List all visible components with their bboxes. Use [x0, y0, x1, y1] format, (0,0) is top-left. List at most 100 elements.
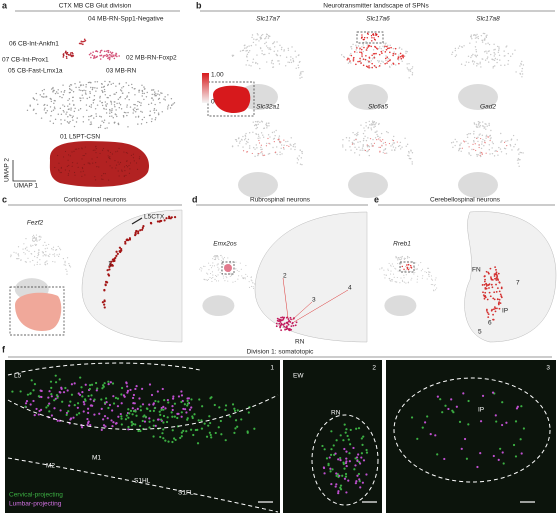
cell-dot: [186, 404, 189, 407]
cell-dot: [132, 112, 134, 114]
cell-dot: [436, 453, 439, 456]
cell-dot: [131, 86, 133, 89]
cell-dot: [48, 390, 51, 393]
cell-dot: [399, 144, 401, 147]
cell-dot: [392, 54, 394, 57]
cell-dot: [483, 280, 486, 283]
cell-dot: [59, 247, 61, 249]
cell-dot: [441, 411, 444, 414]
cell-dot: [289, 143, 291, 145]
cell-dot: [237, 145, 239, 147]
cell-dot: [95, 152, 97, 154]
cell-dot: [82, 410, 85, 413]
cell-dot: [116, 55, 118, 58]
cell-dot: [245, 143, 247, 145]
cell-dot: [393, 51, 395, 53]
cell-dot: [393, 276, 395, 278]
cell-dot: [496, 150, 498, 153]
cell-dot: [369, 138, 372, 140]
cell-dot: [32, 239, 34, 242]
cell-dot: [473, 122, 475, 124]
cell-dot: [156, 390, 159, 393]
cell-dot: [208, 431, 211, 434]
cell-dot: [485, 282, 487, 285]
cell-dot: [167, 94, 169, 96]
cell-dot: [507, 63, 509, 65]
cell-dot: [59, 249, 62, 251]
cell-dot: [71, 162, 74, 164]
cell-dot: [370, 60, 373, 62]
cell-dot: [503, 55, 506, 57]
cell-dot: [368, 44, 371, 47]
cell-dot: [275, 325, 278, 328]
cell-dot: [37, 413, 40, 416]
cell-dot: [180, 394, 184, 397]
cell-dot: [246, 59, 249, 62]
cell-dot: [98, 166, 100, 168]
cell-dot: [495, 290, 498, 293]
cell-dot: [242, 277, 245, 279]
cell-dot: [114, 106, 116, 108]
cell-dot: [522, 64, 525, 66]
cell-dot: [220, 255, 222, 257]
cell-dot: [450, 142, 453, 144]
region-label: S1HL: [134, 478, 151, 485]
cell-dot: [353, 51, 356, 53]
cell-dot: [429, 433, 432, 436]
cell-dot: [103, 107, 105, 110]
cell-dot: [92, 57, 95, 59]
cell-dot: [495, 283, 497, 286]
cell-dot: [45, 406, 48, 409]
cell-dot: [355, 49, 357, 51]
cell-dot: [281, 153, 283, 155]
cell-dot: [244, 137, 247, 139]
cell-dot: [72, 91, 75, 93]
cell-dot: [483, 32, 486, 35]
neuron-dot: [125, 238, 128, 242]
cell-dot: [375, 47, 378, 50]
brain-section: [81, 209, 183, 343]
cell-dot: [253, 287, 255, 289]
cell-dot: [109, 381, 112, 384]
cell-dot: [218, 268, 220, 270]
cell-dot: [284, 65, 287, 67]
cell-dot: [125, 164, 128, 167]
cell-dot: [164, 96, 166, 98]
cell-dot: [500, 286, 503, 289]
cell-dot: [159, 101, 161, 104]
cell-dot: [38, 251, 40, 253]
region-label: 6: [488, 320, 492, 327]
cell-dot: [456, 141, 458, 143]
cell-dot: [203, 422, 206, 425]
cell-dot: [263, 154, 266, 156]
cell-dot: [50, 393, 53, 396]
panel-letter: d: [192, 194, 198, 204]
cell-dot: [382, 61, 384, 63]
cell-dot: [72, 119, 74, 121]
cell-dot: [469, 133, 472, 135]
cell-dot: [62, 156, 65, 158]
cell-dot: [254, 120, 257, 123]
highlight-box: [9, 286, 65, 336]
cell-dot: [103, 88, 106, 91]
cell-dot: [352, 43, 354, 46]
cell-dot: [125, 152, 127, 154]
cell-dot: [295, 56, 297, 58]
neuron-dot: [106, 269, 109, 272]
cell-dot: [388, 47, 390, 49]
cell-dot: [455, 54, 458, 56]
cell-dot: [60, 123, 62, 125]
cell-dot: [112, 421, 115, 424]
cell-dot: [207, 278, 209, 281]
cell-dot: [370, 143, 373, 145]
cell-dot: [282, 147, 285, 149]
cell-dot: [292, 57, 294, 60]
cell-dot: [110, 52, 113, 55]
cell-dot: [392, 139, 395, 142]
cell-dot: [116, 397, 120, 400]
cell-dot: [345, 457, 348, 460]
cell-dot: [342, 461, 345, 464]
cell-dot: [406, 266, 408, 269]
cell-dot: [238, 275, 240, 277]
cell-dot: [256, 147, 258, 149]
